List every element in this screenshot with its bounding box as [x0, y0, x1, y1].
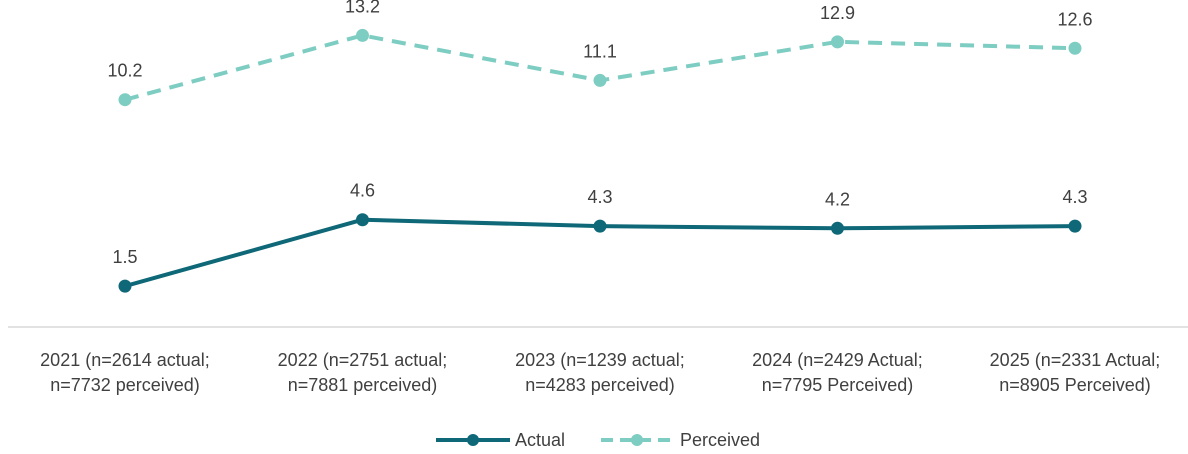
x-tick-label-line: n=7795 Perceived) — [762, 375, 914, 395]
x-tick-label-line: 2021 (n=2614 actual; — [40, 350, 210, 370]
legend: Actual Perceived — [436, 430, 760, 450]
data-label-actual: 4.2 — [825, 189, 850, 209]
x-tick-label: 2022 (n=2751 actual; n=7881 perceived) — [278, 350, 448, 395]
data-label-perceived: 12.6 — [1057, 9, 1092, 29]
series-layer — [118, 28, 1082, 293]
x-axis-ticks: 2021 (n=2614 actual; n=7732 perceived)202… — [40, 350, 1160, 395]
data-labels: 1.5 4.6 4.3 4.2 4.3 10.2 13.2 11.1 12.9 12.6 — [107, 0, 1092, 267]
legend-perceived-marker — [631, 434, 643, 446]
data-point-perceived — [831, 35, 844, 49]
data-point-actual — [1068, 219, 1082, 233]
x-tick-label-line: n=4283 perceived) — [525, 375, 675, 395]
x-tick-label: 2023 (n=1239 actual; n=4283 perceived) — [515, 350, 685, 395]
legend-actual-marker — [467, 434, 479, 446]
data-point-perceived — [593, 73, 607, 87]
data-point-actual — [593, 219, 607, 233]
x-tick-label-line: 2023 (n=1239 actual; — [515, 350, 685, 370]
x-tick-label: 2024 (n=2429 Actual; n=7795 Perceived) — [752, 350, 923, 395]
data-label-actual: 4.6 — [350, 181, 375, 201]
data-point-actual — [118, 279, 132, 293]
data-point-perceived — [1068, 41, 1082, 55]
data-label-perceived: 11.1 — [583, 41, 617, 61]
x-tick-label-line: n=8905 Perceived) — [999, 375, 1151, 395]
x-tick-label-line: 2024 (n=2429 Actual; — [752, 350, 923, 370]
data-label-actual: 4.3 — [587, 187, 612, 207]
legend-perceived-label: Perceived — [680, 430, 760, 450]
legend-item-actual: Actual — [436, 430, 565, 450]
x-tick-label-line: n=7881 perceived) — [288, 375, 438, 395]
legend-actual-label: Actual — [515, 430, 565, 450]
data-label-perceived: 10.2 — [107, 61, 142, 81]
data-label-perceived: 12.9 — [820, 3, 855, 23]
data-label-actual: 4.3 — [1062, 187, 1087, 207]
data-label-actual: 1.5 — [112, 247, 137, 267]
data-point-actual — [831, 221, 844, 235]
x-tick-label: 2025 (n=2331 Actual; n=8905 Perceived) — [990, 350, 1161, 395]
x-tick-label-line: 2025 (n=2331 Actual; — [990, 350, 1161, 370]
x-tick-label-line: n=7732 perceived) — [50, 375, 200, 395]
data-point-perceived — [118, 93, 132, 107]
data-point-actual — [356, 213, 369, 227]
x-tick-label: 2021 (n=2614 actual; n=7732 perceived) — [40, 350, 210, 395]
x-tick-label-line: 2022 (n=2751 actual; — [278, 350, 448, 370]
data-point-perceived — [356, 28, 369, 42]
data-label-perceived: 13.2 — [345, 0, 380, 16]
legend-item-perceived: Perceived — [601, 430, 760, 450]
